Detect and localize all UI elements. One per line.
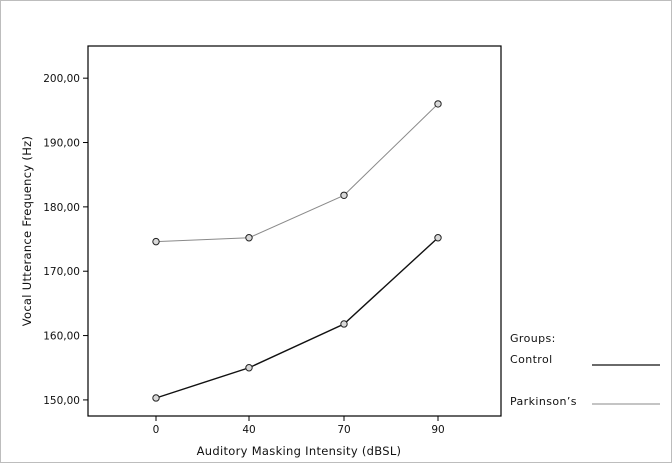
series-line-parkinsons (155, 103, 439, 243)
y-tick-label: 170,00 (43, 266, 80, 278)
y-tick-label: 190,00 (43, 138, 80, 150)
x-tick-label: 40 (242, 424, 255, 436)
x-axis: 0 40 70 90 (153, 416, 445, 436)
x-tick-label: 70 (337, 424, 350, 436)
data-point-control (434, 234, 442, 242)
series-line-control (155, 237, 439, 399)
y-tick-label: 160,00 (43, 331, 80, 343)
plot-area (87, 45, 502, 417)
y-tick-label: 150,00 (43, 395, 80, 407)
legend-label-control: Control (510, 353, 553, 366)
x-tick-label: 90 (431, 424, 444, 436)
data-point-parkinsons (245, 234, 253, 242)
legend: Groups: Control Parkinson’s (510, 332, 660, 408)
legend-label-parkinsons: Parkinson’s (510, 395, 577, 408)
data-point-parkinsons (152, 237, 160, 246)
data-point-control (245, 364, 253, 372)
x-tick-label: 0 (153, 424, 160, 436)
legend-title: Groups: (510, 332, 556, 345)
series-layer (152, 100, 442, 402)
data-point-parkinsons (340, 191, 348, 199)
y-tick-label: 180,00 (43, 202, 80, 214)
y-tick-label: 200,00 (43, 73, 80, 85)
y-axis-title: Vocal Utterance Frequency (Hz) (20, 136, 34, 327)
data-point-control (340, 320, 348, 328)
data-point-parkinsons (434, 100, 442, 108)
data-point-control (152, 394, 160, 402)
y-axis: 150,00 160,00 170,00 180,00 190,00 200,00 (43, 73, 88, 407)
x-axis-title: Auditory Masking Intensity (dBSL) (197, 444, 402, 458)
